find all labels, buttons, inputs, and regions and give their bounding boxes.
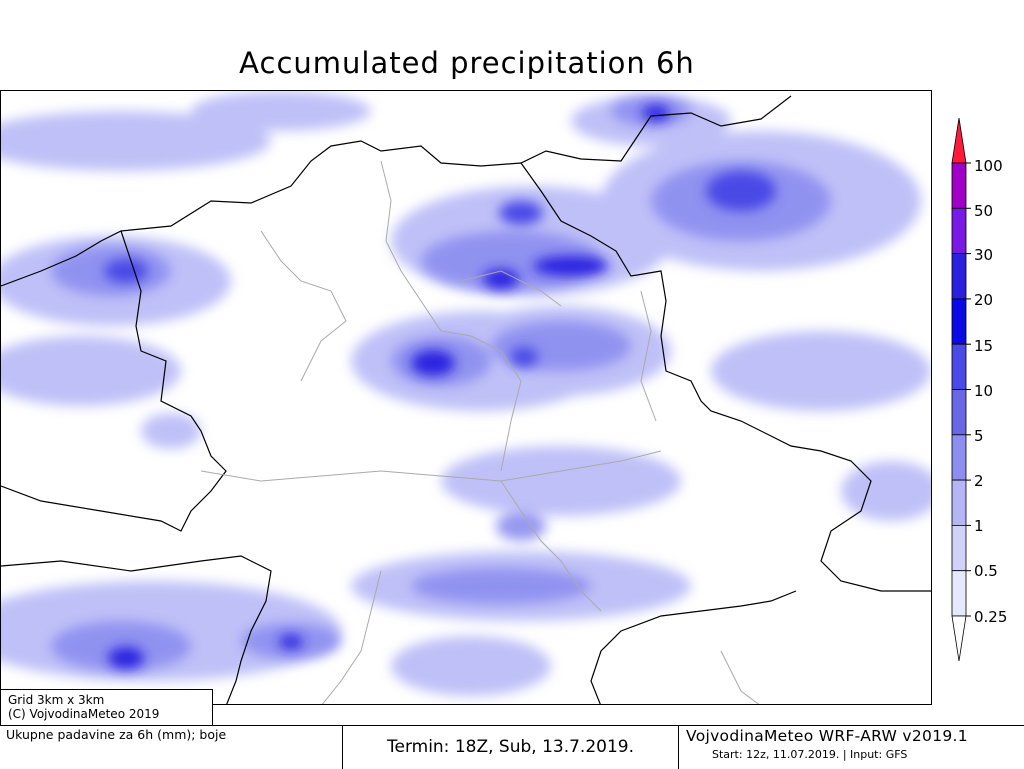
footer-description: Ukupne padavine za 6h (mm); boje [6,727,227,742]
precipitation-map [0,90,932,705]
scale-block [951,524,967,572]
scale-label-50: 50 [974,202,994,220]
scale-block [951,479,967,526]
scale-block [951,389,967,436]
border-lines [1,95,931,704]
scale-block [951,298,967,345]
scale-label-100: 100 [974,157,1003,175]
scale-block [951,253,967,300]
scale-label-0-5: 0.5 [974,562,998,580]
scale-label-2: 2 [974,472,984,490]
precipitation-color-scale [951,118,971,662]
precip-heavy-layer [104,105,776,669]
scale-top-arrow [951,118,967,164]
scale-label-1: 1 [974,517,984,535]
scale-label-0-25: 0.25 [974,608,1008,626]
model-name: VojvodinaMeteo WRF-ARW v2019.1 [686,727,968,745]
grid-info-box: Grid 3km x 3km (C) VojvodinaMeteo 2019 [0,689,213,726]
scale-block [951,434,967,481]
model-start: Start: 12z, 11.07.2019. | Input: GFS [712,748,908,761]
scale-block [951,162,967,209]
forecast-termin: Termin: 18Z, Sub, 13.7.2019. [342,726,679,769]
scale-label-20: 20 [974,291,994,309]
scale-label-15: 15 [974,337,994,355]
grid-resolution: Grid 3km x 3km [8,693,105,707]
scale-block [951,207,967,255]
scale-label-5: 5 [974,427,984,445]
scale-block [951,570,967,617]
scale-block [951,343,967,390]
footer-bar: Ukupne padavine za 6h (mm); boje Termin:… [0,725,1024,769]
page-title: Accumulated precipitation 6h [239,46,695,80]
region-lines [200,160,760,704]
scale-label-30: 30 [974,246,994,264]
scale-label-10: 10 [974,382,994,400]
scale-bottom-arrow [951,615,967,662]
copyright: (C) VojvodinaMeteo 2019 [8,707,160,721]
